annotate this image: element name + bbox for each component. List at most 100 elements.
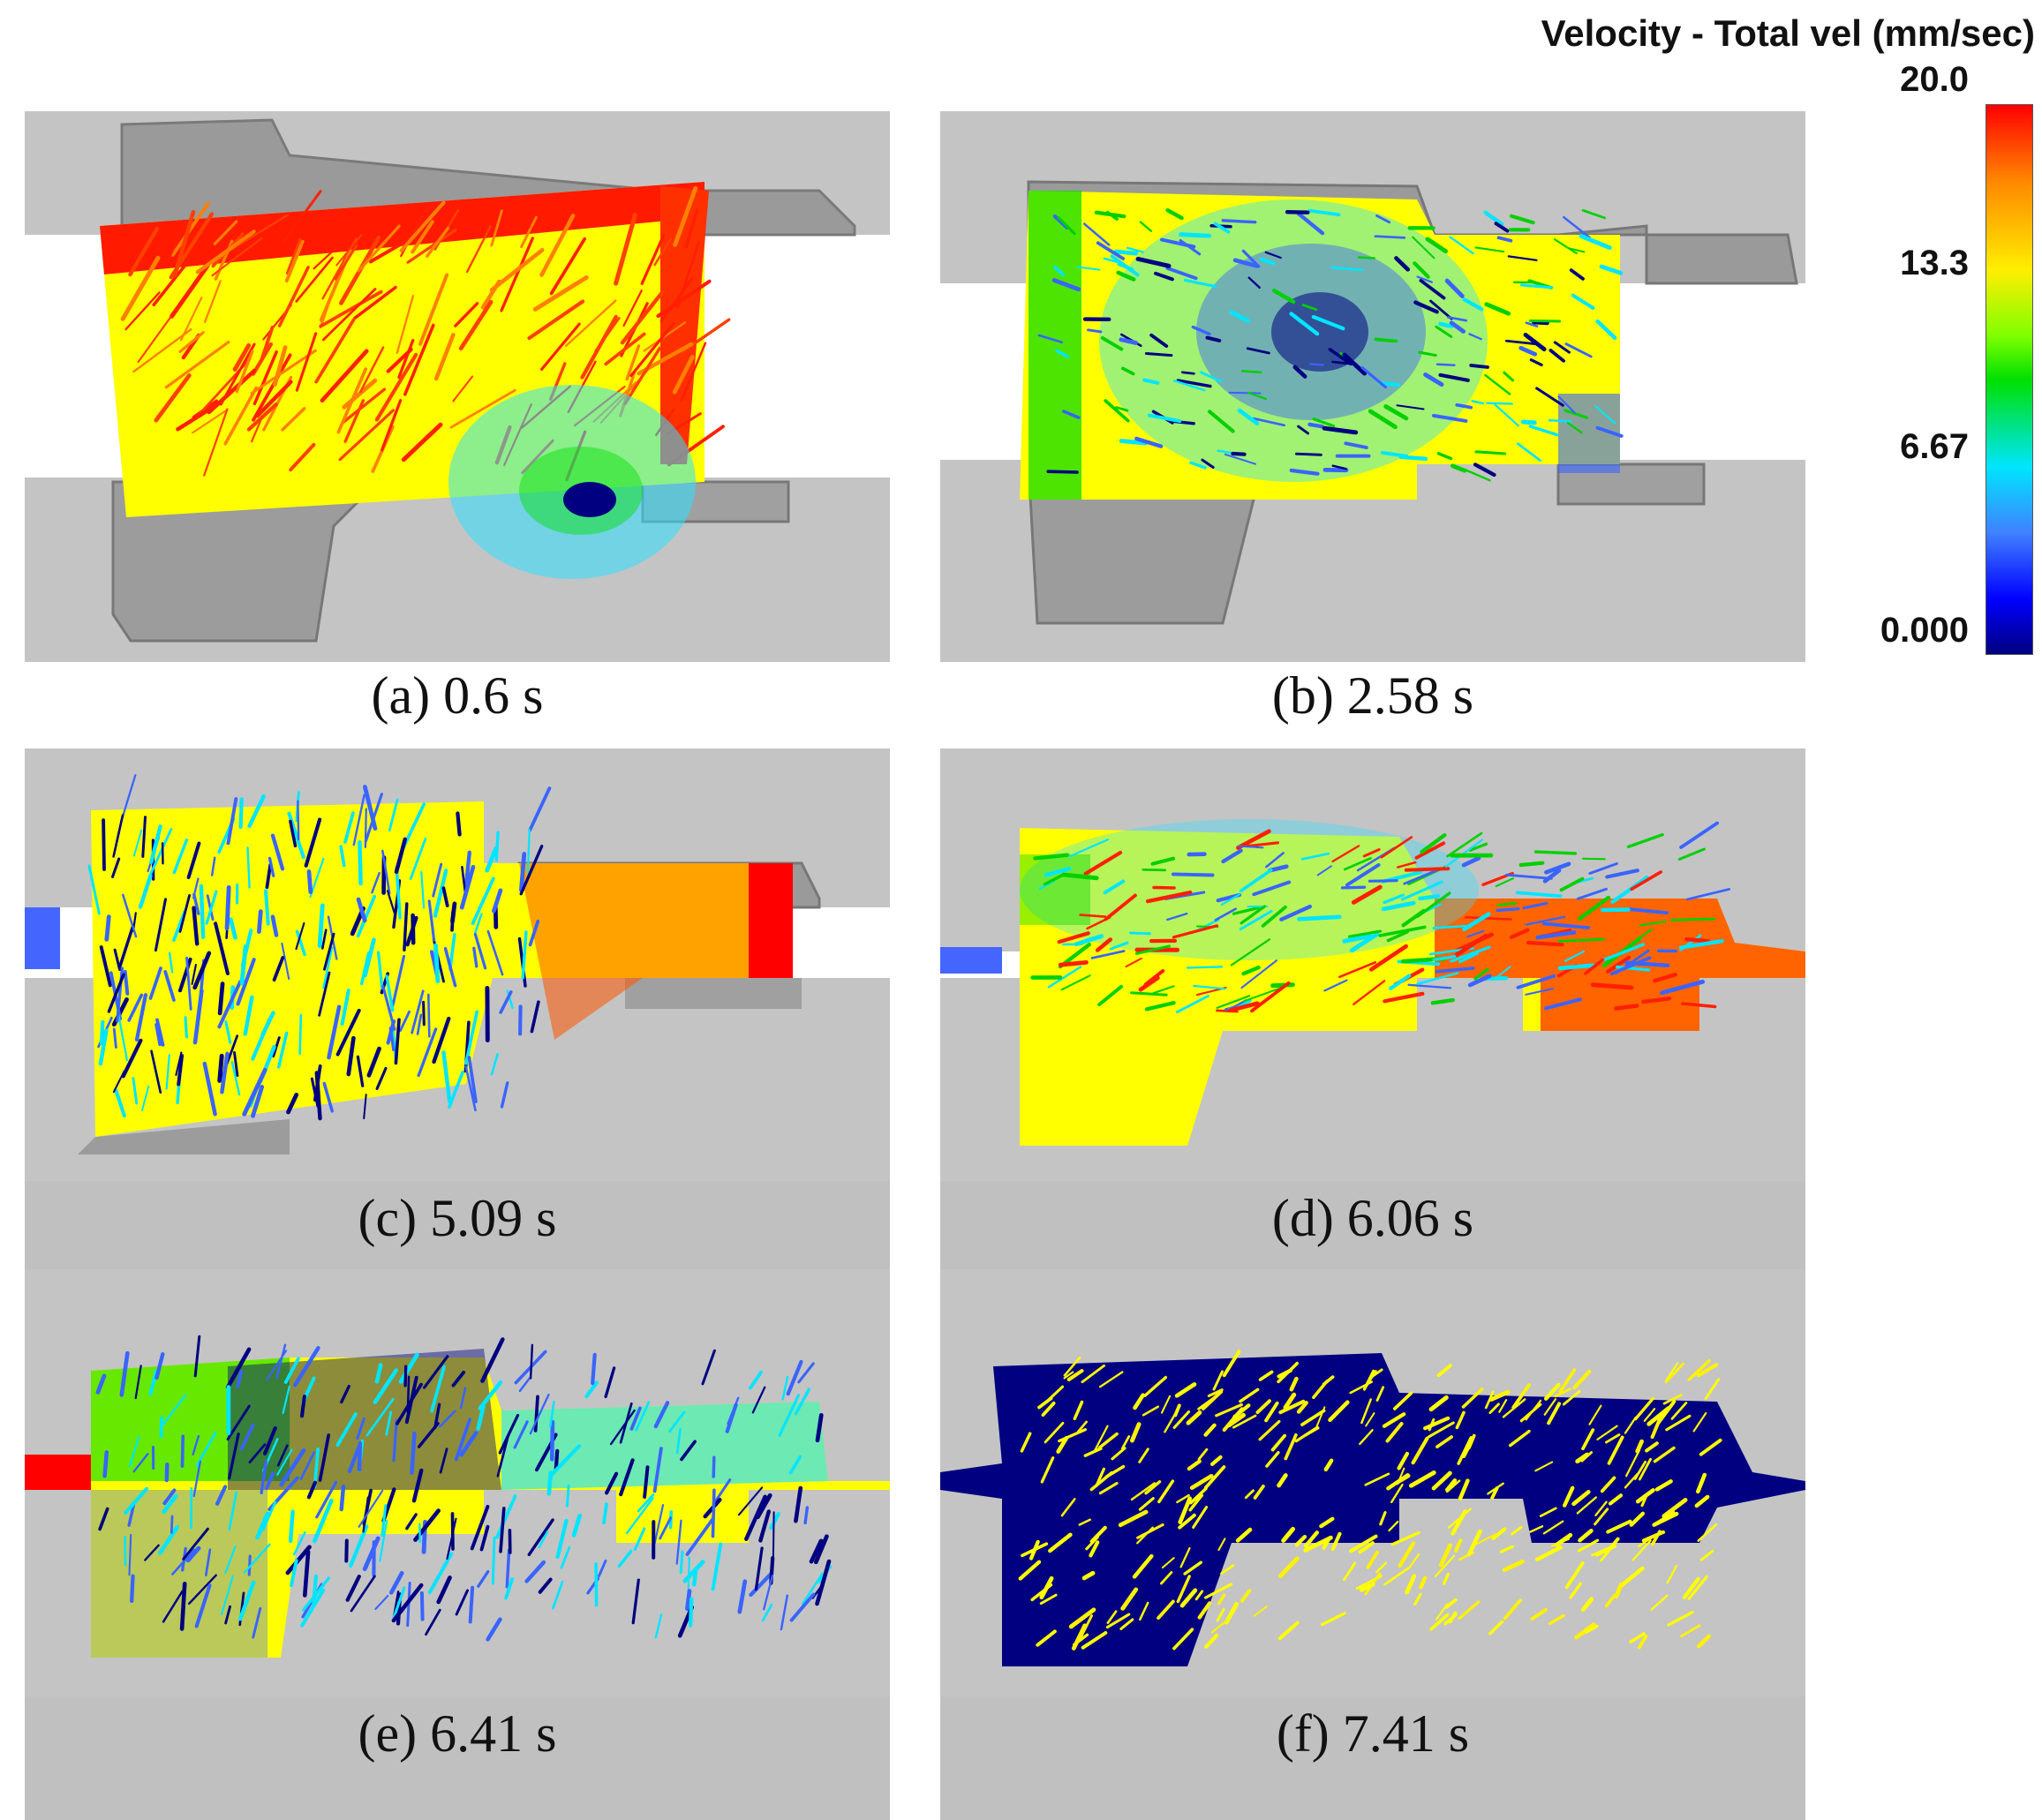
- velocity-vector: [1369, 881, 1397, 882]
- velocity-vector: [107, 917, 109, 940]
- velocity-vector: [1616, 1005, 1638, 1008]
- velocity-vector: [1116, 252, 1136, 253]
- caption-b: (b) 2.58 s: [940, 669, 1805, 722]
- colorbar-tick-high: 13.3: [1792, 244, 1969, 283]
- velocity-vector: [1521, 863, 1543, 865]
- velocity-vector: [1560, 966, 1594, 968]
- velocity-vector: [1375, 339, 1396, 341]
- velocity-vector: [422, 1593, 423, 1620]
- legend-title: Velocity - Total vel (mm/sec): [1541, 12, 2035, 55]
- velocity-vector: [1593, 985, 1631, 988]
- velocity-vector: [1671, 919, 1714, 920]
- velocity-vector: [1287, 212, 1307, 213]
- panel-c-figure: [25, 748, 890, 1181]
- velocity-vector: [520, 1006, 521, 1034]
- velocity-vector: [552, 1422, 553, 1459]
- velocity-vector: [805, 1508, 807, 1523]
- velocity-vector: [185, 1018, 186, 1037]
- velocity-colorbar: [1985, 104, 2033, 655]
- velocity-vector: [1223, 221, 1255, 222]
- velocity-vector: [1173, 874, 1213, 875]
- velocity-vector: [1440, 324, 1451, 327]
- velocity-vector: [183, 1436, 184, 1466]
- velocity-vector: [1476, 452, 1505, 454]
- velocity-vector: [1602, 910, 1628, 911]
- velocity-vector: [1487, 403, 1511, 404]
- velocity-vector: [681, 1552, 682, 1573]
- velocity-vector: [1528, 943, 1563, 944]
- velocity-vector: [1530, 320, 1559, 321]
- velocity-vector: [161, 1418, 162, 1436]
- velocity-vector: [1131, 933, 1150, 934]
- velocity-vector: [1536, 852, 1576, 854]
- velocity-vector: [713, 1490, 714, 1536]
- velocity-vector: [1309, 425, 1322, 426]
- velocity-vector: [690, 1599, 691, 1626]
- velocity-vector: [496, 832, 498, 861]
- velocity-vector: [227, 887, 229, 928]
- velocity-vector: [713, 1457, 714, 1477]
- velocity-vector: [412, 1433, 415, 1473]
- velocity-vector: [1583, 859, 1605, 860]
- colorbar-tick-min: 0.000: [1792, 611, 1969, 651]
- velocity-vector: [266, 891, 268, 923]
- panel-d-figure: [940, 748, 1805, 1181]
- panel-a-figure: [25, 111, 890, 662]
- panel-f-figure: [940, 1269, 1805, 1696]
- velocity-vector: [342, 1486, 343, 1509]
- panel-b-figure: [940, 111, 1805, 662]
- caption-c: (c) 5.09 s: [25, 1192, 890, 1245]
- velocity-vector: [452, 913, 453, 930]
- velocity-vector: [346, 1541, 347, 1561]
- velocity-vector: [103, 820, 104, 869]
- velocity-vector: [457, 814, 459, 835]
- colorbar-tick-mid: 6.67: [1792, 427, 1969, 467]
- velocity-vector: [567, 1485, 569, 1506]
- velocity-vector: [320, 906, 322, 946]
- velocity-vector: [1359, 258, 1375, 259]
- velocity-vector: [1310, 364, 1323, 365]
- velocity-vector: [1143, 869, 1165, 870]
- velocity-vector: [201, 886, 203, 937]
- velocity-vector: [1296, 454, 1321, 455]
- velocity-vector: [1686, 939, 1708, 941]
- velocity-vector: [241, 800, 242, 828]
- velocity-vector: [507, 1550, 509, 1587]
- velocity-vector: [167, 1464, 168, 1480]
- velocity-vector: [171, 1516, 172, 1533]
- velocity-vector: [300, 1015, 301, 1054]
- caption-a: (a) 0.6 s: [25, 669, 890, 722]
- velocity-vector: [1375, 237, 1405, 238]
- velocity-vector: [220, 1056, 222, 1080]
- velocity-vector: [182, 1583, 185, 1628]
- velocity-vector: [1146, 354, 1172, 356]
- panel-e-figure: [25, 1269, 890, 1696]
- velocity-vector: [1048, 471, 1077, 472]
- velocity-vector: [1187, 966, 1222, 967]
- caption-e: (e) 6.41 s: [25, 1707, 890, 1760]
- caption-d: (d) 6.06 s: [940, 1192, 1805, 1245]
- velocity-vector: [424, 1002, 425, 1024]
- velocity-vector: [1498, 904, 1516, 906]
- velocity-vector: [1232, 454, 1244, 455]
- velocity-vector: [1182, 372, 1194, 374]
- velocity-vector: [1299, 917, 1339, 920]
- velocity-vector: [259, 912, 260, 932]
- velocity-vector: [1497, 909, 1518, 911]
- panel-a: [25, 111, 890, 662]
- panel-b: [940, 111, 1805, 662]
- velocity-vector: [596, 1564, 597, 1606]
- velocity-vector: [471, 1588, 472, 1622]
- velocity-vector: [125, 1537, 126, 1565]
- velocity-vector: [1181, 235, 1209, 237]
- velocity-vector: [1420, 896, 1437, 899]
- velocity-vector: [1471, 365, 1488, 367]
- velocity-vector: [1523, 422, 1534, 423]
- caption-f: (f) 7.41 s: [940, 1707, 1805, 1760]
- velocity-vector: [1230, 393, 1261, 394]
- velocity-vector: [405, 1366, 406, 1386]
- velocity-vector: [309, 871, 311, 891]
- velocity-vector: [105, 1452, 107, 1476]
- colorbar-tick-max: 20.0: [1792, 60, 1969, 100]
- velocity-vector: [687, 1591, 689, 1609]
